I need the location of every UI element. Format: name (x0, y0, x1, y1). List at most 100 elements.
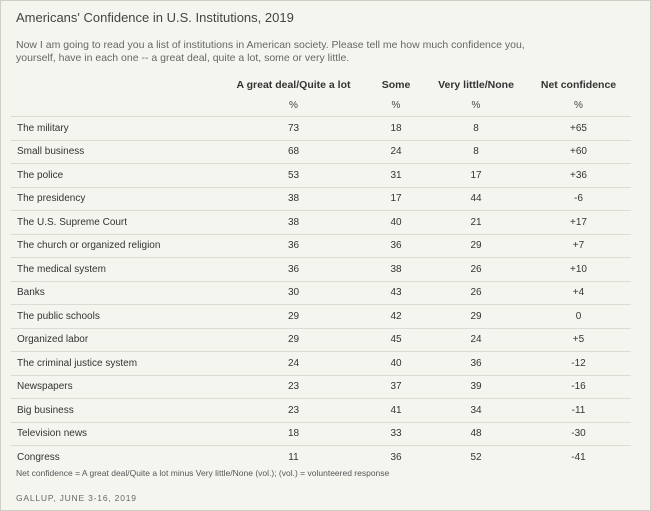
some-value: 24 (366, 139, 426, 164)
table-row: Banks 30 43 26 +4 (11, 280, 631, 305)
great-deal-value: 24 (221, 351, 366, 375)
very-little-value: 44 (426, 186, 526, 211)
confidence-table: A great deal/Quite a lot Some Very littl… (11, 74, 631, 469)
unit-cell: % (471, 100, 481, 111)
header-row: A great deal/Quite a lot Some Very littl… (11, 74, 631, 95)
table-row: Television news 18 33 48 -30 (11, 421, 631, 446)
footnote: Net confidence = A great deal/Quite a lo… (16, 468, 390, 478)
table-row: Congress 11 36 52 -41 (11, 445, 631, 469)
great-deal-value: 38 (221, 186, 366, 211)
column-header-net-confidence: Net confidence (540, 78, 617, 91)
great-deal-value: 23 (221, 398, 366, 422)
net-confidence-value: +10 (526, 257, 631, 281)
some-value: 33 (366, 421, 426, 446)
table-row: The criminal justice system 24 40 36 -12 (11, 351, 631, 375)
net-confidence-value: -16 (526, 374, 631, 399)
column-header-very-little: Very little/None (438, 78, 514, 91)
institution-name: Banks (11, 280, 221, 305)
table-row: Newspapers 23 37 39 -16 (11, 374, 631, 399)
great-deal-value: 29 (221, 327, 366, 352)
very-little-value: 8 (426, 139, 526, 164)
net-confidence-value: +7 (526, 233, 631, 258)
great-deal-value: 30 (221, 280, 366, 305)
table-row: Small business 68 24 8 +60 (11, 139, 631, 164)
table-row: The U.S. Supreme Court 38 40 21 +17 (11, 210, 631, 234)
great-deal-value: 11 (221, 445, 366, 469)
net-confidence-value: -6 (526, 186, 631, 211)
institution-name: Big business (11, 398, 221, 422)
some-value: 31 (366, 163, 426, 187)
very-little-value: 21 (426, 210, 526, 234)
some-value: 36 (366, 233, 426, 258)
institution-name: The criminal justice system (11, 351, 221, 375)
very-little-value: 24 (426, 327, 526, 352)
great-deal-value: 23 (221, 374, 366, 399)
great-deal-value: 73 (221, 116, 366, 140)
great-deal-value: 18 (221, 421, 366, 446)
net-confidence-value: +4 (526, 280, 631, 305)
institution-name: The public schools (11, 304, 221, 328)
unit-cell: % (574, 100, 583, 111)
column-header-institution (11, 74, 221, 95)
table-body: % % % % The military 73 18 8 +65 Small busine… (11, 95, 631, 469)
great-deal-value: 38 (221, 210, 366, 234)
net-confidence-value: -41 (526, 445, 631, 469)
net-confidence-value: +17 (526, 210, 631, 234)
column-header-great-deal: A great deal/Quite a lot (236, 78, 351, 91)
table-row: The medical system 36 38 26 +10 (11, 257, 631, 281)
some-value: 41 (366, 398, 426, 422)
institution-name: The church or organized religion (11, 233, 221, 258)
chart-subtitle: Now I am going to read you a list of ins… (16, 39, 525, 64)
table-row: Big business 23 41 34 -11 (11, 398, 631, 422)
institution-name: Small business (11, 139, 221, 164)
table-row: The military 73 18 8 +65 (11, 116, 631, 140)
institution-name: The presidency (11, 186, 221, 211)
unit-cell: % (289, 100, 298, 111)
great-deal-value: 36 (221, 257, 366, 281)
table-row: The police 53 31 17 +36 (11, 163, 631, 187)
table-row: The church or organized religion 36 36 29 +7 (11, 233, 631, 258)
net-confidence-value: +5 (526, 327, 631, 352)
very-little-value: 39 (426, 374, 526, 399)
some-value: 37 (366, 374, 426, 399)
some-value: 18 (366, 116, 426, 140)
institution-name: The U.S. Supreme Court (11, 210, 221, 234)
very-little-value: 8 (426, 116, 526, 140)
table-row: Organized labor 29 45 24 +5 (11, 327, 631, 352)
net-confidence-value: +36 (526, 163, 631, 187)
unit-cell (11, 95, 221, 117)
some-value: 38 (366, 257, 426, 281)
great-deal-value: 36 (221, 233, 366, 258)
very-little-value: 17 (426, 163, 526, 187)
institution-name: Newspapers (11, 374, 221, 399)
net-confidence-value: -30 (526, 421, 631, 446)
source-credit: GALLUP, JUNE 3-16, 2019 (16, 493, 137, 503)
table-row: The presidency 38 17 44 -6 (11, 186, 631, 211)
net-confidence-value: 0 (526, 304, 631, 328)
very-little-value: 36 (426, 351, 526, 375)
column-header-some: Some (381, 78, 411, 91)
some-value: 45 (366, 327, 426, 352)
some-value: 36 (366, 445, 426, 469)
very-little-value: 48 (426, 421, 526, 446)
very-little-value: 34 (426, 398, 526, 422)
institution-name: Organized labor (11, 327, 221, 352)
net-confidence-value: -12 (526, 351, 631, 375)
very-little-value: 26 (426, 280, 526, 305)
table-row: The public schools 29 42 29 0 (11, 304, 631, 328)
very-little-value: 29 (426, 233, 526, 258)
net-confidence-value: +60 (526, 139, 631, 164)
institution-name: The military (11, 116, 221, 140)
unit-cell: % (391, 100, 401, 111)
units-row: % % % % (11, 95, 631, 117)
very-little-value: 29 (426, 304, 526, 328)
some-value: 42 (366, 304, 426, 328)
very-little-value: 26 (426, 257, 526, 281)
net-confidence-value: -11 (526, 398, 631, 422)
some-value: 40 (366, 351, 426, 375)
some-value: 40 (366, 210, 426, 234)
very-little-value: 52 (426, 445, 526, 469)
some-value: 17 (366, 186, 426, 211)
institution-name: Television news (11, 421, 221, 446)
